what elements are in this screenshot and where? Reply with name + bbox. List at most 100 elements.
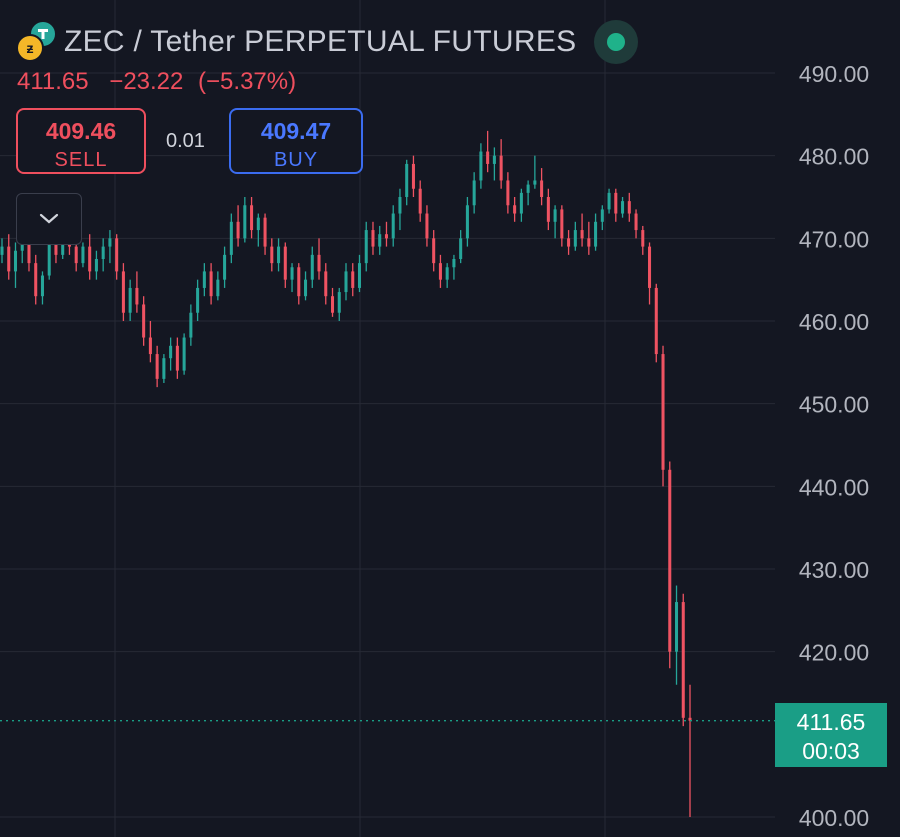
y-tick-label: 400.00 xyxy=(799,805,869,831)
sell-button[interactable]: 409.46 SELL xyxy=(16,108,146,174)
candle-body xyxy=(573,230,577,247)
candle-body xyxy=(169,345,173,359)
candle-body xyxy=(384,234,388,239)
candle-body xyxy=(115,238,119,272)
candle-body xyxy=(216,279,220,297)
pair-icons: ƶ xyxy=(16,20,57,62)
candle-body xyxy=(580,230,584,239)
candle-body xyxy=(223,254,227,280)
candle-body xyxy=(54,242,58,255)
status-dot xyxy=(607,33,626,51)
y-tick-label: 480.00 xyxy=(799,144,869,170)
candle-body xyxy=(634,213,638,231)
y-tick-label: 490.00 xyxy=(799,61,869,87)
candle-body xyxy=(357,263,362,288)
candle-body xyxy=(560,209,564,239)
quote-change-pct: (−5.37%) xyxy=(198,68,297,95)
candle-body xyxy=(277,246,281,264)
candle-body xyxy=(351,271,355,288)
candle-body xyxy=(7,246,11,272)
y-tick-label: 450.00 xyxy=(799,392,869,418)
spread-value: 0.01 xyxy=(166,130,205,152)
candle-body xyxy=(661,354,665,470)
candle-body xyxy=(74,246,78,264)
candle-body xyxy=(196,287,200,313)
candle-body xyxy=(236,221,240,239)
candle-body xyxy=(155,354,159,379)
candle-body xyxy=(182,337,186,371)
candle-body xyxy=(47,242,51,276)
symbol-title[interactable]: ZEC / Tether PERPETUAL FUTURES xyxy=(64,25,577,58)
candle-body xyxy=(297,267,301,297)
candle-body xyxy=(317,254,321,272)
candle-body xyxy=(479,151,483,181)
candle-body xyxy=(506,180,510,206)
candle-body xyxy=(445,267,449,280)
candle-body xyxy=(81,246,85,264)
quote-change: −23.22 xyxy=(109,68,184,95)
candle-body xyxy=(290,267,294,280)
candle-body xyxy=(209,271,213,297)
symbol-header[interactable]: ƶ ZEC / Tether PERPETUAL FUTURES xyxy=(16,16,639,64)
candle-body xyxy=(88,246,92,272)
candle-body xyxy=(533,180,537,185)
candle-body xyxy=(486,151,490,164)
candle-body xyxy=(587,238,591,247)
candle-body xyxy=(108,238,112,247)
collapse-button[interactable] xyxy=(16,193,82,245)
candle-body xyxy=(674,602,679,652)
last-price-value: 411.65 xyxy=(796,709,866,735)
candle-body xyxy=(189,312,193,338)
candle-body xyxy=(135,287,139,305)
candle-body xyxy=(425,213,429,239)
candle-body xyxy=(142,304,146,338)
candle-body xyxy=(648,246,652,288)
candle-body xyxy=(344,271,348,293)
candle-body xyxy=(304,279,308,297)
y-tick-label: 430.00 xyxy=(799,557,869,583)
candle-body xyxy=(567,238,571,247)
candle-body xyxy=(13,250,18,272)
candle-body xyxy=(546,197,550,222)
buy-button[interactable]: 409.47 BUY xyxy=(229,108,363,174)
candle-body xyxy=(330,296,335,313)
candle-body xyxy=(621,201,625,214)
candle-body xyxy=(40,275,44,297)
price-axis[interactable]: 400.00 420.00 430.00 440.00 450.00 460.00 470.… xyxy=(799,61,869,831)
market-open-status-icon[interactable] xyxy=(594,20,639,64)
candle-body xyxy=(465,205,469,239)
candle-body xyxy=(148,337,152,355)
buy-label: BUY xyxy=(273,149,319,171)
candle-body xyxy=(654,287,658,355)
candle-body xyxy=(668,469,672,652)
candle-body xyxy=(499,155,503,181)
candle-body xyxy=(641,230,645,247)
candle-body xyxy=(614,192,618,214)
candle-body xyxy=(492,155,496,164)
zcash-coin-icon: ƶ xyxy=(16,34,44,62)
candle-body xyxy=(128,287,132,313)
candle-body xyxy=(438,263,442,280)
y-tick-label: 420.00 xyxy=(799,640,869,666)
candle-body xyxy=(337,292,341,313)
candle-body xyxy=(263,217,267,247)
quote-price: 411.65 xyxy=(17,68,89,95)
y-tick-label: 470.00 xyxy=(799,226,869,252)
candles-series xyxy=(0,130,692,817)
candle-body xyxy=(398,197,402,214)
candle-body xyxy=(121,271,125,313)
candle-body xyxy=(371,230,375,247)
candle-body xyxy=(229,221,233,255)
candle-body xyxy=(270,246,274,264)
candle-body xyxy=(175,345,179,371)
candle-body xyxy=(418,188,422,214)
candle-body xyxy=(391,213,395,239)
candle-body xyxy=(411,163,415,189)
candle-body xyxy=(27,230,31,264)
candle-body xyxy=(94,259,98,272)
candle-body xyxy=(310,254,314,280)
candle-body xyxy=(34,263,38,297)
candle-body xyxy=(405,163,409,197)
candle-body xyxy=(364,230,368,264)
candle-body xyxy=(0,246,4,255)
